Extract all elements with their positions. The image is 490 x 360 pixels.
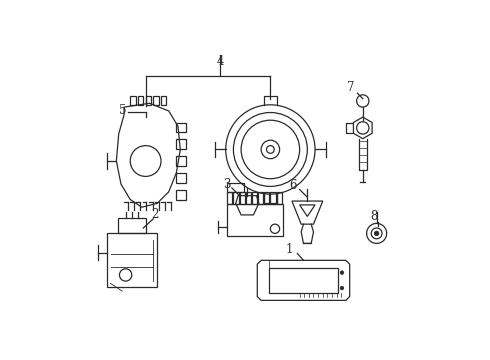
Text: 4: 4 <box>217 55 224 68</box>
Text: 7: 7 <box>347 81 355 94</box>
Text: 2: 2 <box>151 208 159 221</box>
Text: 1: 1 <box>286 243 294 256</box>
Text: 3: 3 <box>223 177 230 190</box>
Text: 6: 6 <box>290 179 297 192</box>
Circle shape <box>374 231 379 236</box>
Circle shape <box>340 271 344 275</box>
Text: 5: 5 <box>119 104 126 117</box>
Text: 8: 8 <box>370 210 378 223</box>
Circle shape <box>340 286 344 290</box>
